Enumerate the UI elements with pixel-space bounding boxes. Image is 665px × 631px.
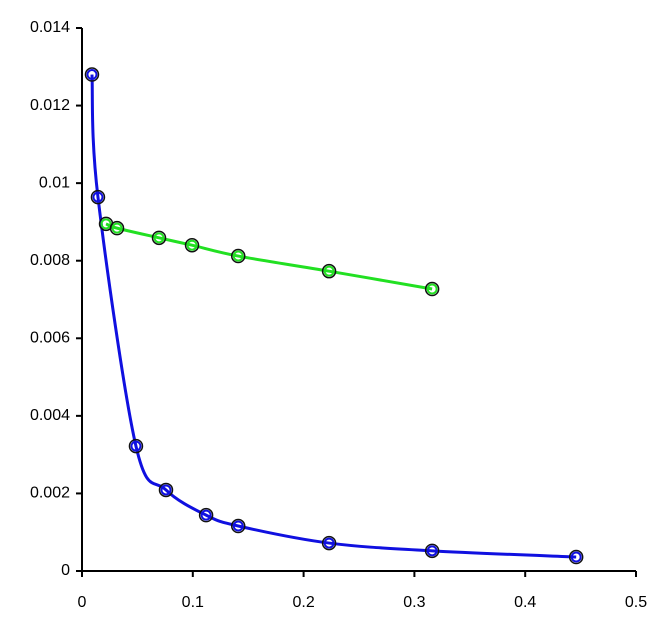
y-tick-label: 0.012 (30, 97, 70, 114)
marker-ring (130, 440, 142, 452)
x-tick-label: 0 (78, 594, 87, 611)
marker (424, 543, 440, 559)
marker (184, 237, 200, 253)
x-tick-label: 0.1 (182, 594, 204, 611)
marker-ring (323, 265, 335, 277)
marker (128, 438, 144, 454)
marker (321, 535, 337, 551)
marker (158, 482, 174, 498)
marker-ring (426, 545, 438, 557)
marker-ring (186, 239, 198, 251)
marker-ring (100, 218, 112, 230)
y-tick-label: 0.006 (30, 330, 70, 347)
series-line (105, 222, 433, 291)
y-tick-label: 0.008 (30, 252, 70, 269)
marker-ring (323, 537, 335, 549)
y-tick-label: 0.014 (30, 19, 70, 36)
y-tick-label: 0 (61, 562, 70, 579)
y-tick-label: 0.002 (30, 485, 70, 502)
marker (321, 263, 337, 279)
x-tick-label: 0.4 (514, 594, 536, 611)
marker-ring (200, 509, 212, 521)
y-tick-label: 0.01 (39, 174, 70, 191)
marker (230, 518, 246, 534)
marker-ring (160, 484, 172, 496)
marker-ring (232, 250, 244, 262)
marker (109, 220, 125, 236)
marker-ring (92, 191, 104, 203)
marker (568, 549, 584, 565)
y-tick-label: 0.004 (30, 407, 70, 424)
marker-ring (111, 222, 123, 234)
marker (90, 189, 106, 205)
marker-ring (570, 551, 582, 563)
marker (198, 507, 214, 523)
marker (424, 281, 440, 297)
marker-ring (232, 520, 244, 532)
x-tick-label: 0.5 (625, 594, 647, 611)
marker (230, 248, 246, 264)
x-tick-label: 0.2 (292, 594, 314, 611)
x-tick-label: 0.3 (403, 594, 425, 611)
marker (151, 230, 167, 246)
marker (84, 67, 100, 82)
marker-ring (153, 232, 165, 244)
marker-ring (86, 69, 98, 81)
marker-ring (426, 283, 438, 295)
